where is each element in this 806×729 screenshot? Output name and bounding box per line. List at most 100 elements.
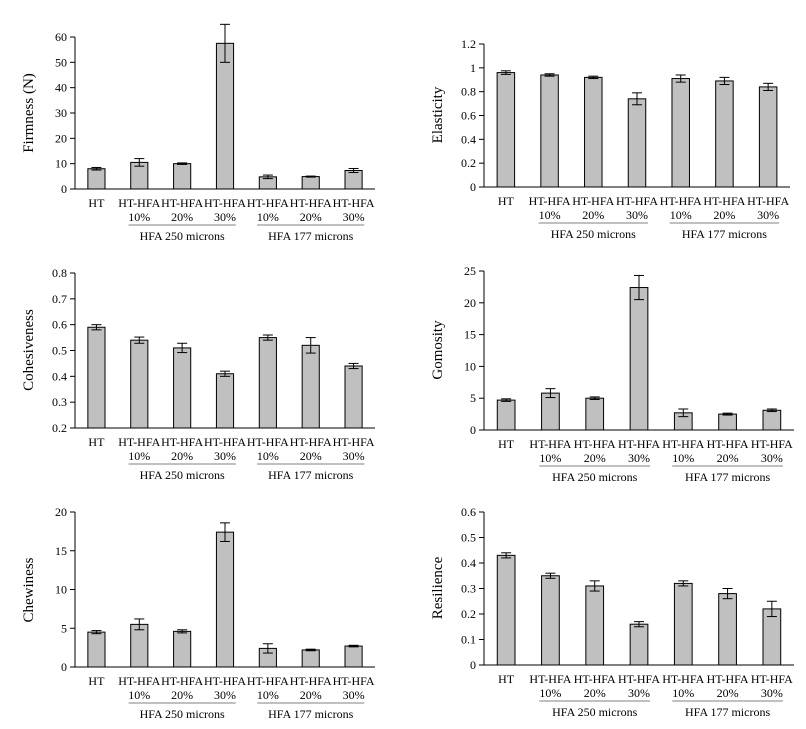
- y-axis-label: Gomosity: [430, 320, 446, 380]
- bar: [87, 168, 106, 190]
- bar: [344, 645, 363, 668]
- bar: [301, 176, 320, 190]
- bar: [540, 74, 559, 188]
- x-tick-label-sub: 20%: [584, 686, 606, 700]
- x-tick-label-sub: 20%: [171, 688, 193, 702]
- y-tick-label: 1: [470, 61, 476, 75]
- x-tick-label: HT-HFA: [618, 672, 660, 686]
- x-tick-label-sub: 30%: [343, 210, 365, 224]
- x-tick-label: HT-HFA: [247, 196, 289, 210]
- bar: [762, 409, 782, 431]
- x-tick-label: HT-HFA: [333, 196, 375, 210]
- x-tick-label: HT-HFA: [574, 437, 616, 451]
- bar: [718, 413, 737, 431]
- x-tick-label: HT-HFA: [707, 437, 749, 451]
- group-label-177: HFA 177 microns: [682, 227, 767, 241]
- group-label-250: HFA 250 microns: [140, 229, 225, 243]
- x-tick-label-sub: 10%: [128, 449, 150, 463]
- bar: [496, 72, 516, 188]
- x-tick-label: HT-HFA: [161, 674, 203, 688]
- x-tick-label: HT: [88, 674, 105, 688]
- x-tick-label: HT-HFA: [204, 196, 246, 210]
- x-tick-label-sub: 20%: [171, 210, 193, 224]
- group-label-250: HFA 250 microns: [140, 468, 225, 482]
- y-tick-label: 0.4: [461, 556, 476, 570]
- x-tick-label: HT-HFA: [751, 437, 793, 451]
- y-tick-label: 25: [464, 264, 476, 278]
- bar: [301, 649, 320, 668]
- bar: [301, 344, 320, 429]
- x-tick-label: HT-HFA: [747, 194, 789, 208]
- x-tick-label-sub: 30%: [214, 449, 236, 463]
- bar: [173, 347, 192, 429]
- y-tick-label: 10: [464, 359, 476, 373]
- x-tick-label: HT-HFA: [333, 674, 375, 688]
- bar: [629, 287, 649, 431]
- x-tick-label-sub: 10%: [672, 451, 694, 465]
- bar: [130, 623, 149, 668]
- group-label-250: HFA 250 microns: [552, 705, 637, 719]
- x-tick-label: HT-HFA: [707, 672, 749, 686]
- x-tick-label-sub: 10%: [257, 688, 279, 702]
- x-tick-label-sub: 30%: [628, 451, 650, 465]
- y-axis-label: Cohesiveness: [21, 309, 37, 391]
- x-tick-label-sub: 20%: [300, 210, 322, 224]
- x-tick-label-sub: 20%: [171, 449, 193, 463]
- x-tick-label: HT-HFA: [662, 437, 704, 451]
- bar: [541, 392, 560, 431]
- x-tick-label: HT-HFA: [204, 435, 246, 449]
- y-tick-label: 0.4: [52, 369, 67, 383]
- bar: [344, 365, 363, 429]
- bar: [585, 585, 605, 666]
- x-tick-label-sub: 30%: [626, 208, 648, 222]
- bar: [673, 582, 693, 666]
- bar: [215, 373, 235, 429]
- bar: [758, 86, 778, 188]
- group-label-250: HFA 250 microns: [551, 227, 636, 241]
- x-tick-label-sub: 20%: [300, 449, 322, 463]
- bar: [344, 170, 363, 190]
- bar: [258, 337, 277, 429]
- x-tick-label-sub: 20%: [717, 686, 739, 700]
- bar: [130, 339, 149, 429]
- x-tick-label: HT: [498, 437, 515, 451]
- y-tick-label: 0.2: [461, 607, 476, 621]
- y-tick-label: 0: [61, 182, 67, 196]
- x-tick-label: HT-HFA: [118, 196, 160, 210]
- y-tick-label: 20: [55, 505, 67, 519]
- y-tick-label: 10: [55, 583, 67, 597]
- bar: [215, 531, 235, 668]
- bar: [585, 397, 605, 431]
- x-tick-label: HT-HFA: [247, 674, 289, 688]
- x-tick-label-sub: 20%: [300, 688, 322, 702]
- x-tick-label: HT: [88, 196, 105, 210]
- x-tick-label-sub: 10%: [670, 208, 692, 222]
- x-tick-label-sub: 20%: [582, 208, 604, 222]
- bar: [762, 608, 782, 666]
- x-tick-label: HT-HFA: [204, 674, 246, 688]
- y-tick-label: 0: [470, 658, 476, 672]
- y-axis-label: Chewiness: [21, 557, 37, 622]
- y-tick-label: 0.3: [52, 395, 67, 409]
- bar: [627, 98, 647, 188]
- x-tick-label-sub: 30%: [343, 688, 365, 702]
- y-tick-label: 0.8: [461, 85, 476, 99]
- bar: [718, 593, 737, 666]
- y-tick-label: 0.6: [461, 109, 476, 123]
- x-tick-label: HT-HFA: [529, 672, 571, 686]
- y-tick-label: 0.2: [461, 156, 476, 170]
- group-label-250: HFA 250 microns: [140, 707, 225, 721]
- x-tick-label-sub: 10%: [539, 208, 561, 222]
- x-tick-label-sub: 30%: [761, 451, 783, 465]
- x-tick-label: HT-HFA: [660, 194, 702, 208]
- bar: [87, 326, 106, 429]
- group-label-250: HFA 250 microns: [552, 470, 637, 484]
- bar: [541, 575, 560, 666]
- y-tick-label: 0: [61, 660, 67, 674]
- y-tick-label: 1.2: [461, 37, 476, 51]
- y-tick-label: 0.6: [52, 318, 67, 332]
- x-tick-label: HT-HFA: [118, 674, 160, 688]
- y-tick-label: 0: [470, 423, 476, 437]
- group-label-177: HFA 177 microns: [268, 707, 353, 721]
